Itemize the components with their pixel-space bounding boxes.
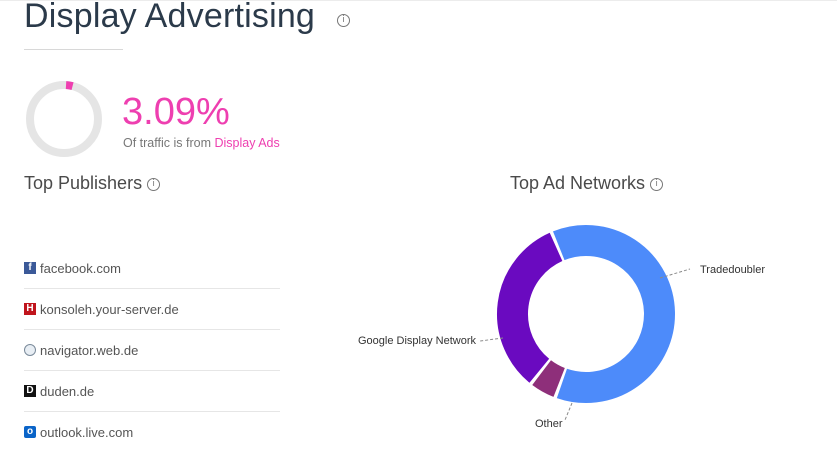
- leader-line: [565, 403, 572, 420]
- donut-slice-0[interactable]: [559, 240, 660, 387]
- list-item[interactable]: navigator.web.de: [24, 330, 280, 371]
- publisher-name[interactable]: navigator.web.de: [40, 343, 138, 358]
- traffic-share-caption: Of traffic is from Display Ads: [123, 136, 280, 150]
- konsoleh-icon: H: [24, 303, 36, 315]
- list-item[interactable]: o outlook.live.com: [24, 412, 280, 452]
- leader-line: [480, 338, 503, 341]
- donut-label: Other: [535, 418, 563, 430]
- donut-label: Google Display Network: [358, 335, 476, 347]
- list-item[interactable]: H konsoleh.your-server.de: [24, 289, 280, 330]
- info-icon[interactable]: i: [147, 178, 160, 191]
- traffic-share-value: 3.09%: [122, 91, 230, 134]
- donut-slice-2[interactable]: [513, 247, 557, 371]
- gauge-fill: [66, 85, 73, 86]
- publisher-name[interactable]: facebook.com: [40, 261, 121, 276]
- globe-icon: [24, 344, 36, 356]
- duden-icon: D: [24, 385, 36, 397]
- publisher-name[interactable]: outlook.live.com: [40, 425, 133, 440]
- outlook-icon: o: [24, 426, 36, 438]
- caption-prefix: Of traffic is from: [123, 136, 214, 150]
- display-ads-link[interactable]: Display Ads: [214, 136, 279, 150]
- facebook-icon: f: [24, 262, 36, 274]
- list-item[interactable]: D duden.de: [24, 371, 280, 412]
- gauge-track: [30, 85, 98, 153]
- publisher-name[interactable]: duden.de: [40, 384, 94, 399]
- donut-slice-1[interactable]: [542, 373, 560, 383]
- donut-label: Tradedoubler: [700, 264, 765, 276]
- publishers-list: f facebook.com H konsoleh.your-server.de…: [24, 248, 280, 452]
- top-ad-networks-label: Top Ad Networks: [510, 173, 645, 193]
- list-item[interactable]: f facebook.com: [24, 248, 280, 289]
- top-ad-networks-title: Top Ad Networks i: [510, 173, 663, 194]
- info-icon[interactable]: i: [650, 178, 663, 191]
- ad-networks-donut-chart: Tradedoubler Other Google Display Network: [358, 240, 765, 430]
- top-publishers-title: Top Publishers i: [24, 173, 160, 194]
- traffic-share-gauge: [30, 85, 98, 153]
- top-publishers-label: Top Publishers: [24, 173, 142, 193]
- publisher-name[interactable]: konsoleh.your-server.de: [40, 302, 179, 317]
